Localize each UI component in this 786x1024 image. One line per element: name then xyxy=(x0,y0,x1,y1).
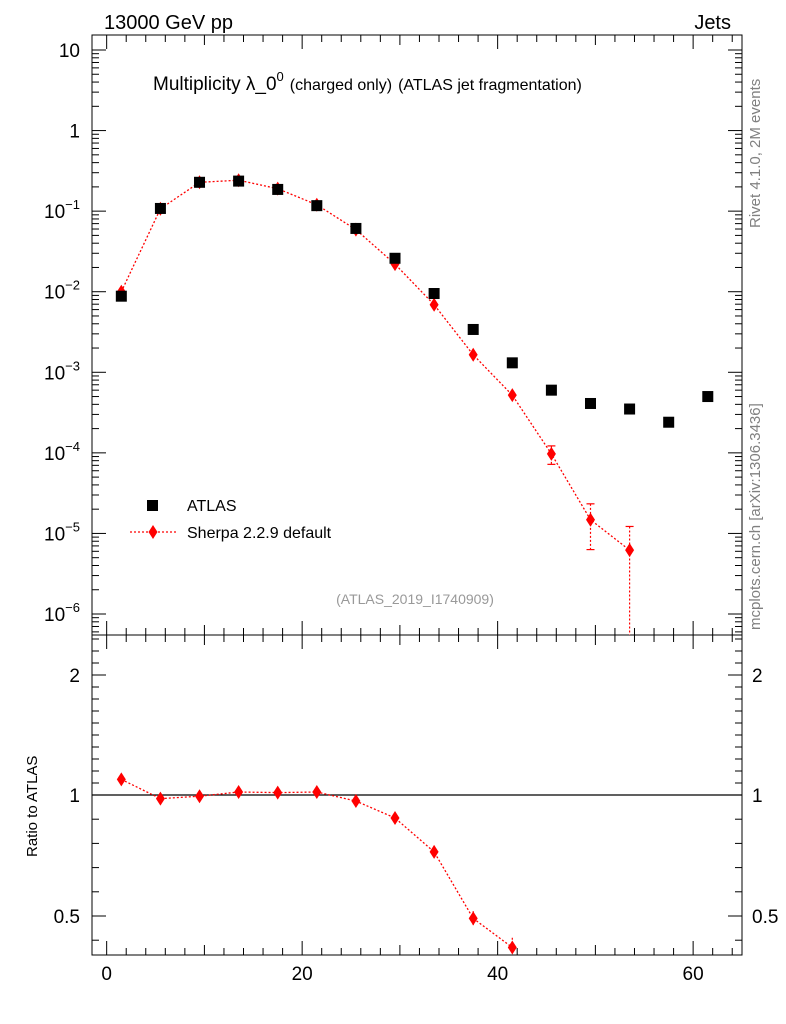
sherpa-data-point xyxy=(507,388,517,403)
atlas-data-point xyxy=(584,397,596,409)
analysis-label: (ATLAS_2019_I1740909) xyxy=(336,591,494,607)
mcplots-reference-label: mcplots.cern.ch [arXiv:1306.3436] xyxy=(747,403,764,630)
atlas-data-point xyxy=(545,384,557,396)
atlas-data-point xyxy=(663,416,675,428)
ratio-data-point xyxy=(390,810,400,825)
sherpa-data-point xyxy=(625,543,635,558)
atlas-data-point xyxy=(624,403,636,415)
atlas-data-point xyxy=(115,290,127,302)
main-y-tick-label: 10−6 xyxy=(44,600,80,626)
sherpa-data-point xyxy=(585,512,595,527)
ratio-y-tick-label: 1 xyxy=(69,786,80,807)
x-tick-label: 0 xyxy=(101,964,112,985)
main-axes: 10 1 10−1 10−2 10−3 10−4 10−5 10−6 xyxy=(44,35,742,635)
main-y-tick-label: 10−2 xyxy=(44,278,80,304)
ratio-data-point xyxy=(468,911,478,926)
sherpa-data-point xyxy=(546,446,556,461)
ratio-data-point xyxy=(155,791,165,806)
atlas-data-point xyxy=(233,175,245,187)
ratio-data xyxy=(116,772,517,955)
main-y-tick-label: 10−5 xyxy=(44,519,80,545)
ratio-data-point xyxy=(507,940,517,955)
atlas-data-point xyxy=(154,202,166,214)
main-y-tick-label: 10−3 xyxy=(44,358,80,384)
legend-sherpa-marker xyxy=(148,525,158,539)
x-tick-label: 20 xyxy=(292,964,313,985)
main-y-tick-label: 10−1 xyxy=(44,197,80,223)
sherpa-series-line xyxy=(120,179,630,551)
atlas-data-point xyxy=(311,200,323,212)
ratio-series-line xyxy=(121,778,513,948)
ratio-y-tick-label: 0.5 xyxy=(54,907,80,928)
atlas-data-point xyxy=(428,288,440,300)
sherpa-data-point xyxy=(468,347,478,362)
plot-title-suffix1: (charged only) xyxy=(290,77,392,94)
main-data xyxy=(115,173,714,635)
atlas-data-point xyxy=(506,357,518,369)
plot-title-suffix2: (ATLAS jet fragmentation) xyxy=(398,77,582,94)
ratio-data-point xyxy=(429,844,439,859)
main-y-tick-label: 1 xyxy=(69,122,80,143)
ratio-data-point xyxy=(195,789,205,804)
plot-title: Multiplicity λ_00 (charged only) (ATLAS je… xyxy=(153,69,582,95)
ratio-data-point xyxy=(116,772,126,787)
ratio-axes: 0.5 0.51 12 20 20 40 60 xyxy=(54,635,778,985)
atlas-data-point xyxy=(194,176,206,188)
legend-atlas-marker xyxy=(147,500,158,511)
atlas-data-point xyxy=(467,323,479,335)
legend: ATLAS Sherpa 2.2.9 default xyxy=(130,498,332,542)
ratio-data-point xyxy=(351,794,361,809)
atlas-data-point xyxy=(350,222,362,234)
main-y-tick-label: 10 xyxy=(59,41,80,62)
ratio-y-tick-label-right: 2 xyxy=(752,666,763,687)
rivet-version-label: Rivet 4.1.0, 2M events xyxy=(747,79,764,228)
ratio-y-tick-label-right: 1 xyxy=(752,786,763,807)
x-tick-label: 40 xyxy=(487,964,508,985)
legend-atlas-label: ATLAS xyxy=(187,498,237,515)
header-category-label: Jets xyxy=(694,12,731,34)
ratio-data-point xyxy=(312,785,322,799)
ratio-data-point xyxy=(273,785,283,800)
header-collision-label: 13000 GeV pp xyxy=(104,12,233,34)
atlas-data-point xyxy=(272,183,284,195)
x-tick-label: 60 xyxy=(683,964,704,985)
atlas-data-point xyxy=(389,252,401,264)
ratio-y-tick-label: 2 xyxy=(69,666,80,687)
plot-title-superscript: 0 xyxy=(277,69,284,84)
plot-title-main: Multiplicity λ_0 xyxy=(153,74,277,95)
legend-sherpa-label: Sherpa 2.2.9 default xyxy=(187,525,332,542)
ratio-data-point xyxy=(234,785,244,799)
main-y-tick-label: 10−4 xyxy=(44,439,80,465)
ratio-y-tick-label-right: 0.5 xyxy=(752,907,778,928)
main-plot-frame xyxy=(91,34,743,636)
sherpa-data-point xyxy=(429,297,439,312)
atlas-data-point xyxy=(702,391,714,403)
ratio-axis-title: Ratio to ATLAS xyxy=(24,756,41,857)
